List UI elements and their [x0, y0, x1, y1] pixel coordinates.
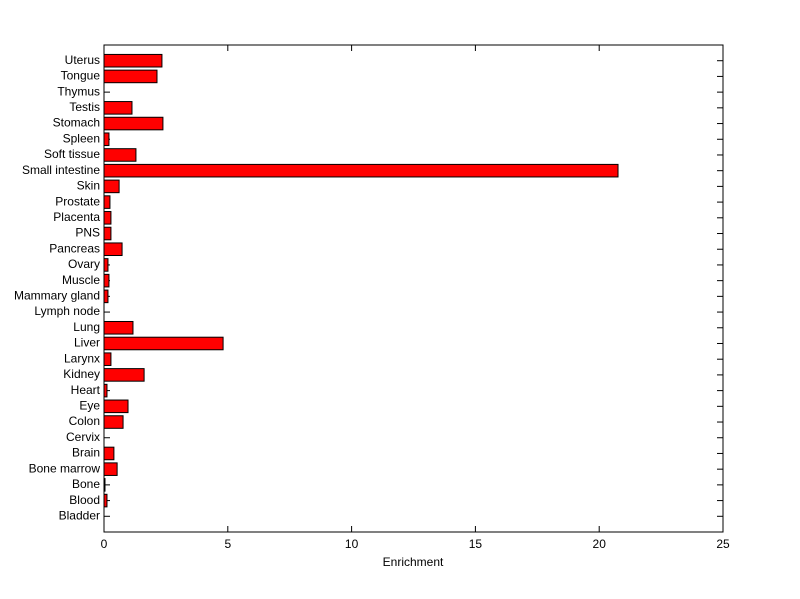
bar: [103, 242, 123, 257]
y-tick-label: Kidney: [63, 367, 100, 381]
bar: [103, 226, 112, 241]
plot-frame: [103, 44, 724, 533]
bar: [103, 179, 120, 194]
y-tick-label: Skin: [77, 179, 100, 193]
bar: [103, 163, 619, 178]
y-tick-label: Bone marrow: [29, 461, 101, 475]
y-tick-label: PNS: [75, 226, 100, 240]
bar: [103, 273, 110, 288]
bar: [103, 69, 158, 84]
y-tick-label: Bladder: [59, 508, 100, 522]
x-tick-label: 20: [593, 537, 607, 551]
y-tick-label: Placenta: [53, 210, 100, 224]
y-tick-label: Testis: [69, 100, 100, 114]
bar: [103, 399, 129, 414]
y-tick-label: Cervix: [66, 430, 100, 444]
y-tick-label: Liver: [74, 336, 100, 350]
y-tick-label: Eye: [79, 398, 100, 412]
bar: [103, 336, 224, 351]
bar: [103, 352, 112, 366]
x-tick-label: 25: [716, 537, 730, 551]
bar: [103, 258, 109, 272]
y-tick-label: Blood: [69, 493, 100, 507]
y-tick-label: Pancreas: [49, 241, 100, 255]
y-tick-label: Muscle: [62, 273, 100, 287]
x-tick-label: 0: [101, 537, 108, 551]
bar: [103, 368, 145, 382]
y-tick-label: Lung: [73, 320, 100, 334]
y-tick-label: Soft tissue: [44, 147, 100, 161]
x-tick-label: 5: [224, 537, 231, 551]
bar: [103, 53, 163, 68]
bar: [103, 320, 134, 335]
y-tick-label: Bone: [72, 477, 100, 491]
bar: [103, 462, 118, 476]
y-tick-label: Ovary: [68, 257, 100, 271]
y-tick-label: Heart: [71, 383, 101, 397]
y-tick-label: Spleen: [63, 131, 100, 145]
y-tick-label: Lymph node: [34, 304, 100, 318]
bar: [103, 289, 109, 304]
bar: [103, 415, 124, 429]
bar: [103, 148, 137, 162]
y-tick-label: Mammary gland: [14, 289, 100, 303]
x-tick-label: 10: [345, 537, 359, 551]
bar: [103, 132, 110, 147]
bar: [103, 101, 133, 115]
y-tick-label: Small intestine: [22, 163, 100, 177]
y-tick-label: Larynx: [64, 351, 100, 365]
y-tick-label: Prostate: [55, 194, 100, 208]
y-tick-label: Stomach: [53, 116, 100, 130]
y-tick-label: Thymus: [57, 84, 100, 98]
y-tick-label: Colon: [69, 414, 100, 428]
x-axis-label: Enrichment: [383, 555, 444, 569]
y-tick-label: Tongue: [61, 69, 101, 83]
x-tick-label: 15: [469, 537, 483, 551]
bar: [103, 446, 115, 461]
y-tick-label: Brain: [72, 446, 100, 460]
bar: [103, 116, 164, 131]
bar: [103, 211, 112, 225]
bar: [103, 195, 111, 209]
y-tick-label: Uterus: [65, 53, 100, 67]
